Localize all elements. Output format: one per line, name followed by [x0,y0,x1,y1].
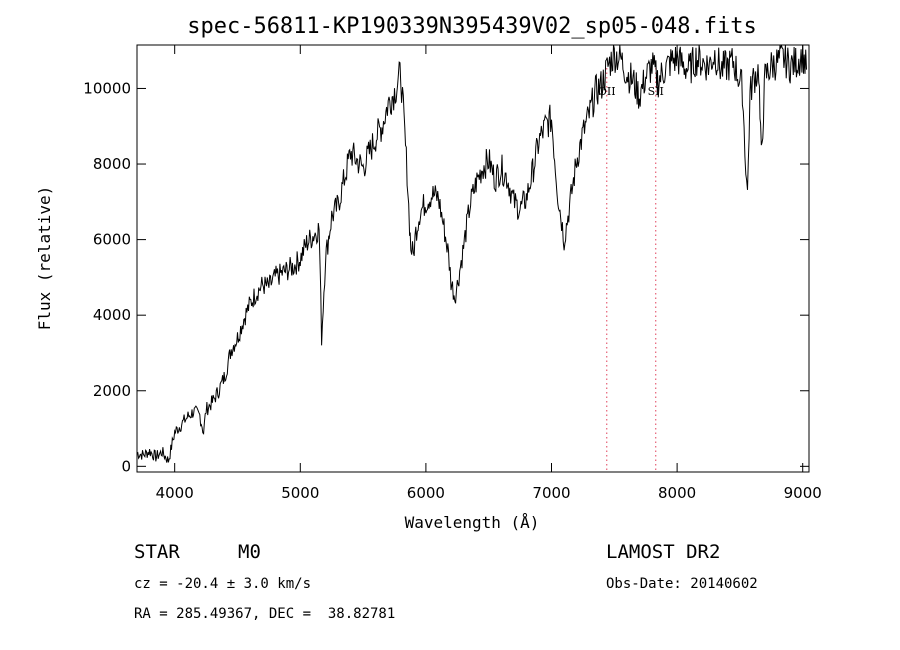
coordinates: RA = 285.49367, DEC = 38.82781 [134,606,396,622]
y-tick-label: 4000 [93,306,131,324]
marker-label: SII [648,85,664,98]
y-tick-label: 0 [121,457,131,475]
x-tick-label: 8000 [658,484,696,502]
y-tick-label: 10000 [83,79,131,97]
x-tick-label: 6000 [407,484,445,502]
line-markers: OII SII [598,68,664,472]
y-tick-label: 2000 [93,382,131,400]
y-axis-label: Flux (relative) [35,186,54,331]
object-subclass: M0 [238,541,261,563]
x-tick-label: 4000 [156,484,194,502]
marker-label: OII [598,85,616,98]
survey-name: LAMOST DR2 [606,541,721,563]
plot-frame [136,44,810,473]
x-tick-label: 9000 [784,484,822,502]
redshift-velocity: cz = -20.4 ± 3.0 km/s [134,576,312,592]
x-tick-label: 7000 [532,484,570,502]
x-axis-label: Wavelength (Å) [405,513,540,532]
axis-ticks: 4000 5000 6000 7000 8000 9000 0 2000 4000 6000 800… [83,45,822,502]
chart-title: spec-56811-KP190339N395439V02_sp05-048.f… [187,14,757,39]
y-tick-label: 8000 [93,155,131,173]
object-class: STAR [134,541,180,563]
spectrum-line [136,44,807,463]
x-tick-label: 5000 [281,484,319,502]
observation-date: Obs-Date: 20140602 [606,576,758,592]
y-tick-label: 6000 [93,231,131,249]
